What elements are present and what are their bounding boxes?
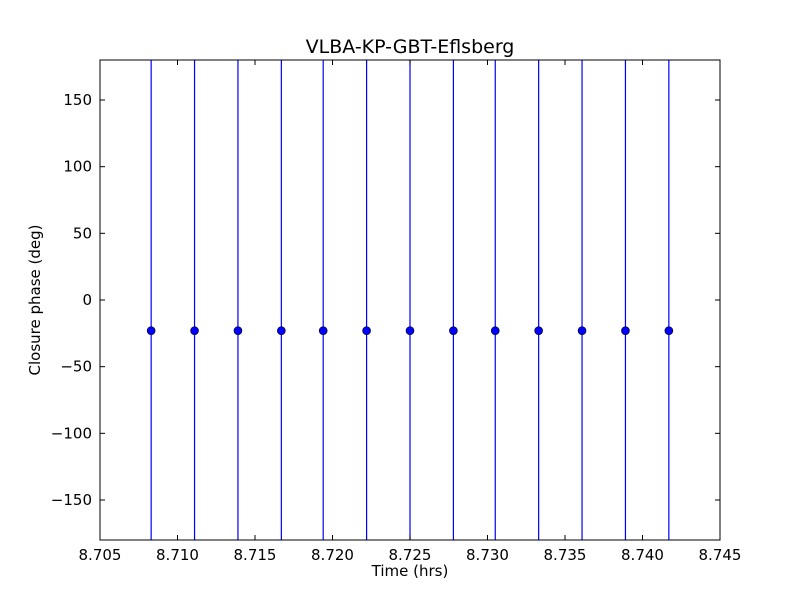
x-tick-label: 8.730 xyxy=(466,546,509,564)
y-axis-label: Closure phase (deg) xyxy=(26,225,44,376)
data-point xyxy=(664,326,674,335)
x-tick-label: 8.720 xyxy=(311,546,354,564)
y-axis: −150 −100 −50 0 50 100 150 xyxy=(51,91,720,509)
x-tick-label: 8.725 xyxy=(389,546,432,564)
data-point xyxy=(233,326,243,335)
y-tick-label: −50 xyxy=(60,358,92,376)
data-point xyxy=(490,326,500,335)
x-axis: 8.705 8.710 8.715 8.720 8.725 8.730 8.735 8.740… xyxy=(79,60,742,564)
data-point xyxy=(621,326,630,335)
data-point xyxy=(577,326,587,335)
x-tick-label: 8.745 xyxy=(699,546,742,564)
x-tick-label: 8.715 xyxy=(234,546,277,564)
y-tick-label: 150 xyxy=(63,91,92,109)
data-point xyxy=(190,326,199,335)
x-axis-label: Time (hrs) xyxy=(371,562,449,580)
x-tick-label: 8.735 xyxy=(544,546,587,564)
data-point xyxy=(362,326,371,335)
x-tick-label: 8.740 xyxy=(621,546,664,564)
chart-title: VLBA-KP-GBT-Eflsberg xyxy=(306,36,515,58)
data-point xyxy=(146,326,156,335)
plot-marks xyxy=(146,60,674,540)
y-tick-label: 100 xyxy=(63,158,92,176)
x-tick-label: 8.705 xyxy=(79,546,122,564)
data-point xyxy=(318,326,328,335)
y-tick-label: 50 xyxy=(73,224,92,242)
y-tick-label: −150 xyxy=(51,491,92,509)
data-point xyxy=(277,326,286,335)
data-point xyxy=(449,326,458,335)
y-tick-label: −100 xyxy=(51,424,92,442)
x-tick-label: 8.710 xyxy=(156,546,199,564)
y-tick-label: 0 xyxy=(82,291,92,309)
data-point xyxy=(405,326,415,335)
data-point xyxy=(534,326,543,335)
